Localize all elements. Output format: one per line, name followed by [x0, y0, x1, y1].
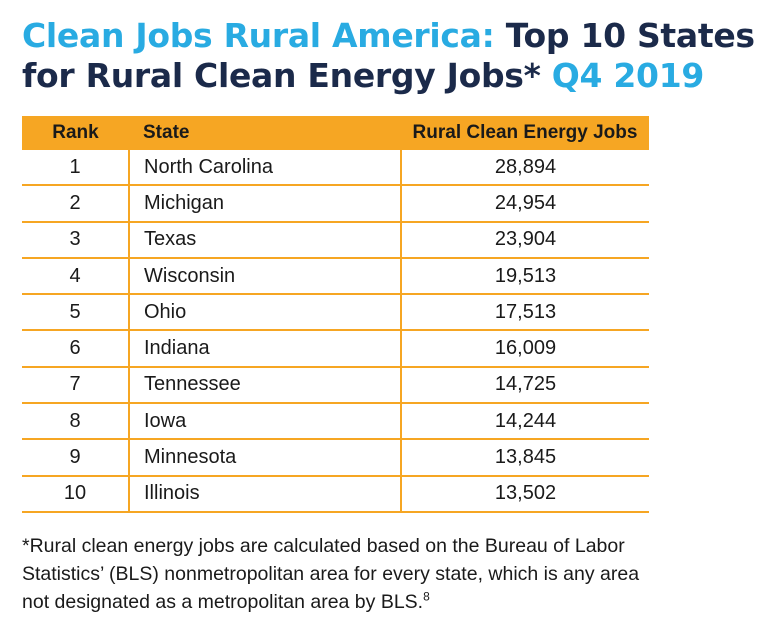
- cell-rank: 8: [22, 403, 129, 441]
- cell-jobs: 24,954: [400, 185, 649, 223]
- cell-jobs: 23,904: [400, 221, 649, 259]
- cell-rank: 4: [22, 257, 129, 296]
- table-row: 8 Iowa 14,244: [22, 403, 649, 441]
- cell-jobs: 13,502: [400, 475, 649, 513]
- table-row: 4 Wisconsin 19,513: [22, 257, 649, 296]
- cell-rank: 5: [22, 294, 129, 332]
- footnote: *Rural clean energy jobs are calculated …: [22, 532, 662, 616]
- title-main: Top 10 States for Rural Clean Energy Job…: [22, 16, 755, 95]
- cell-jobs: 13,845: [400, 439, 649, 477]
- column-header-jobs: Rural Clean Energy Jobs: [401, 116, 649, 150]
- cell-rank: 6: [22, 330, 129, 368]
- cell-jobs: 19,513: [400, 257, 649, 296]
- cell-jobs: 28,894: [400, 150, 649, 187]
- cell-jobs: 14,725: [400, 366, 649, 405]
- cell-state: Michigan: [128, 185, 401, 223]
- table-row: 9 Minnesota 13,845: [22, 439, 649, 477]
- cell-state: Illinois: [128, 475, 401, 513]
- cell-rank: 10: [22, 475, 129, 513]
- page-title: Clean Jobs Rural America: Top 10 States …: [22, 16, 762, 96]
- cell-state: Iowa: [128, 403, 401, 441]
- title-accent: Clean Jobs Rural America:: [22, 16, 495, 55]
- cell-state: Tennessee: [128, 366, 401, 405]
- column-header-state: State: [129, 116, 401, 150]
- cell-state: North Carolina: [128, 150, 401, 187]
- table-row: 7 Tennessee 14,725: [22, 366, 649, 405]
- cell-rank: 1: [22, 150, 129, 187]
- cell-rank: 2: [22, 185, 129, 223]
- cell-jobs: 14,244: [400, 403, 649, 441]
- cell-state: Indiana: [128, 330, 401, 368]
- cell-state: Ohio: [128, 294, 401, 332]
- cell-rank: 9: [22, 439, 129, 477]
- footnote-reference: 8: [423, 589, 430, 604]
- table-row: 2 Michigan 24,954: [22, 185, 649, 223]
- table-row: 6 Indiana 16,009: [22, 330, 649, 368]
- table-row: 10 Illinois 13,502: [22, 475, 649, 513]
- title-period: Q4 2019: [551, 56, 705, 95]
- cell-state: Minnesota: [128, 439, 401, 477]
- cell-jobs: 17,513: [400, 294, 649, 332]
- cell-rank: 3: [22, 221, 129, 259]
- table-row: 1 North Carolina 28,894: [22, 150, 649, 187]
- table-body: 1 North Carolina 28,894 2 Michigan 24,954 3 Tex…: [22, 150, 649, 513]
- cell-jobs: 16,009: [400, 330, 649, 368]
- footnote-text: *Rural clean energy jobs are calculated …: [22, 535, 640, 613]
- cell-state: Wisconsin: [128, 257, 401, 296]
- table-row: 3 Texas 23,904: [22, 221, 649, 259]
- cell-rank: 7: [22, 366, 129, 405]
- jobs-table: Rank State Rural Clean Energy Jobs 1 Nort…: [22, 116, 649, 513]
- table-row: 5 Ohio 17,513: [22, 294, 649, 332]
- table-header-row: Rank State Rural Clean Energy Jobs: [22, 116, 649, 150]
- column-header-rank: Rank: [22, 116, 129, 150]
- cell-state: Texas: [128, 221, 401, 259]
